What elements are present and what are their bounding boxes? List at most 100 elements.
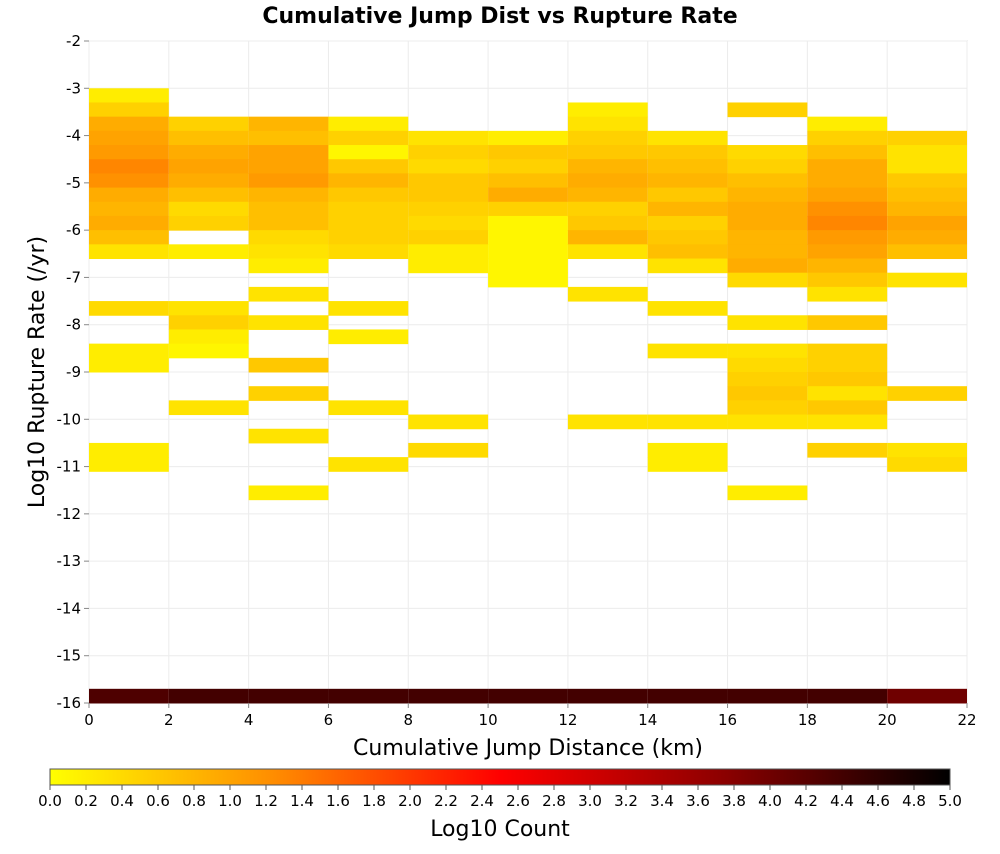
colorbar-tick-label: 2.6 <box>506 792 530 810</box>
heatmap-cell <box>567 215 648 231</box>
colorbar-tick-label: 1.2 <box>254 792 278 810</box>
x-tick-label: 6 <box>324 711 334 729</box>
y-axis-label: Log10 Rupture Rate (/yr) <box>25 236 50 508</box>
colorbar-tick-label: 2.2 <box>434 792 458 810</box>
y-tick-label: -13 <box>57 552 82 570</box>
heatmap-cell <box>248 688 329 704</box>
heatmap-cell <box>567 187 648 203</box>
heatmap-cell <box>567 230 648 245</box>
heatmap-cell <box>807 187 888 203</box>
heatmap-cell <box>887 688 967 704</box>
heatmap-cell <box>89 187 169 203</box>
heatmap-cell <box>567 414 648 430</box>
heatmap-cell <box>727 343 808 359</box>
heatmap-cell <box>647 343 728 359</box>
heatmap-cell <box>89 88 169 103</box>
heatmap-cell <box>887 230 967 245</box>
heatmap-cell <box>408 442 489 458</box>
y-tick-label: -8 <box>66 316 81 334</box>
heatmap-cell <box>727 272 808 288</box>
colorbar-tick-label: 1.0 <box>218 792 242 810</box>
chart-title: Cumulative Jump Dist vs Rupture Rate <box>262 4 737 29</box>
x-tick-label: 18 <box>798 711 817 729</box>
heatmap-cell <box>89 116 169 132</box>
heatmap-cell <box>647 258 728 274</box>
heatmap-cell <box>328 301 409 316</box>
heatmap-cell <box>168 301 249 316</box>
heatmap-cell <box>248 215 329 231</box>
heatmap-cell <box>89 215 169 231</box>
colorbar-tick-label: 4.2 <box>794 792 818 810</box>
heatmap-cell <box>488 159 568 174</box>
heatmap-cell <box>168 244 249 260</box>
heatmap-cell <box>727 372 808 387</box>
heatmap-cell <box>248 230 329 245</box>
heatmap-cell <box>328 329 409 345</box>
heatmap-cell <box>807 386 888 401</box>
heatmap-cell <box>328 201 409 217</box>
heatmap-cell <box>807 315 888 330</box>
heatmap-cell <box>168 688 249 704</box>
y-tick-label: -16 <box>57 694 82 712</box>
heatmap-cell <box>248 357 329 373</box>
heatmap-cell <box>89 230 169 245</box>
heatmap-cell <box>567 244 648 260</box>
heatmap-cell <box>328 400 409 416</box>
heatmap-cell <box>647 215 728 231</box>
heatmap-cell <box>248 428 329 444</box>
heatmap-cell <box>488 215 568 231</box>
heatmap-cell <box>328 159 409 174</box>
heatmap-cell <box>168 159 249 174</box>
colorbar-tick-label: 1.8 <box>362 792 386 810</box>
colorbar-tick-label: 2.0 <box>398 792 422 810</box>
heatmap-cell <box>567 130 648 146</box>
heatmap-cell <box>89 457 169 472</box>
heatmap-cell <box>807 414 888 430</box>
colorbar-tick-label: 3.8 <box>722 792 746 810</box>
y-tick-label: -6 <box>66 221 81 239</box>
heatmap-cell <box>807 145 888 160</box>
heatmap-cell <box>328 230 409 245</box>
heatmap-cell <box>488 688 568 704</box>
heatmap-cell <box>647 145 728 160</box>
heatmap-cell <box>168 130 249 146</box>
heatmap-cell <box>168 201 249 217</box>
heatmap-cell <box>168 116 249 132</box>
heatmap-cell <box>408 159 489 174</box>
heatmap-cell <box>807 372 888 387</box>
heatmap-cell <box>567 286 648 302</box>
heatmap-cell <box>168 343 249 359</box>
heatmap-cell <box>89 357 169 373</box>
x-axis-ticks: 0 2 4 6 8 10 12 14 16 18 20 22 <box>84 703 977 729</box>
heatmap-cell <box>887 272 967 288</box>
heatmap-cell <box>887 457 967 472</box>
x-tick-label: 14 <box>638 711 657 729</box>
heatmap-cell <box>807 230 888 245</box>
colorbar-tick-label: 0.8 <box>182 792 206 810</box>
x-tick-label: 16 <box>718 711 737 729</box>
heatmap-cell <box>408 187 489 203</box>
heatmap-cell <box>887 130 967 146</box>
heatmap-cell <box>727 315 808 330</box>
heatmap-cell <box>248 116 329 132</box>
heatmap-cell <box>887 386 967 401</box>
colorbar-tick-label: 1.6 <box>326 792 350 810</box>
heatmap-cell <box>89 343 169 359</box>
heatmap-cell <box>89 688 169 704</box>
heatmap-cell <box>408 145 489 160</box>
heatmap-cell <box>647 159 728 174</box>
heatmap-cell <box>647 301 728 316</box>
heatmap-cell <box>887 159 967 174</box>
heatmap-cell <box>328 187 409 203</box>
y-tick-label: -10 <box>57 410 82 428</box>
heatmap-cell <box>328 457 409 472</box>
heatmap-cell <box>248 187 329 203</box>
heatmap-cell <box>168 315 249 330</box>
colorbar-tick-label: 3.4 <box>650 792 674 810</box>
heatmap-cell <box>248 386 329 401</box>
heatmap-cell <box>647 457 728 472</box>
heatmap-cell <box>408 244 489 260</box>
heatmap-cell <box>168 215 249 231</box>
